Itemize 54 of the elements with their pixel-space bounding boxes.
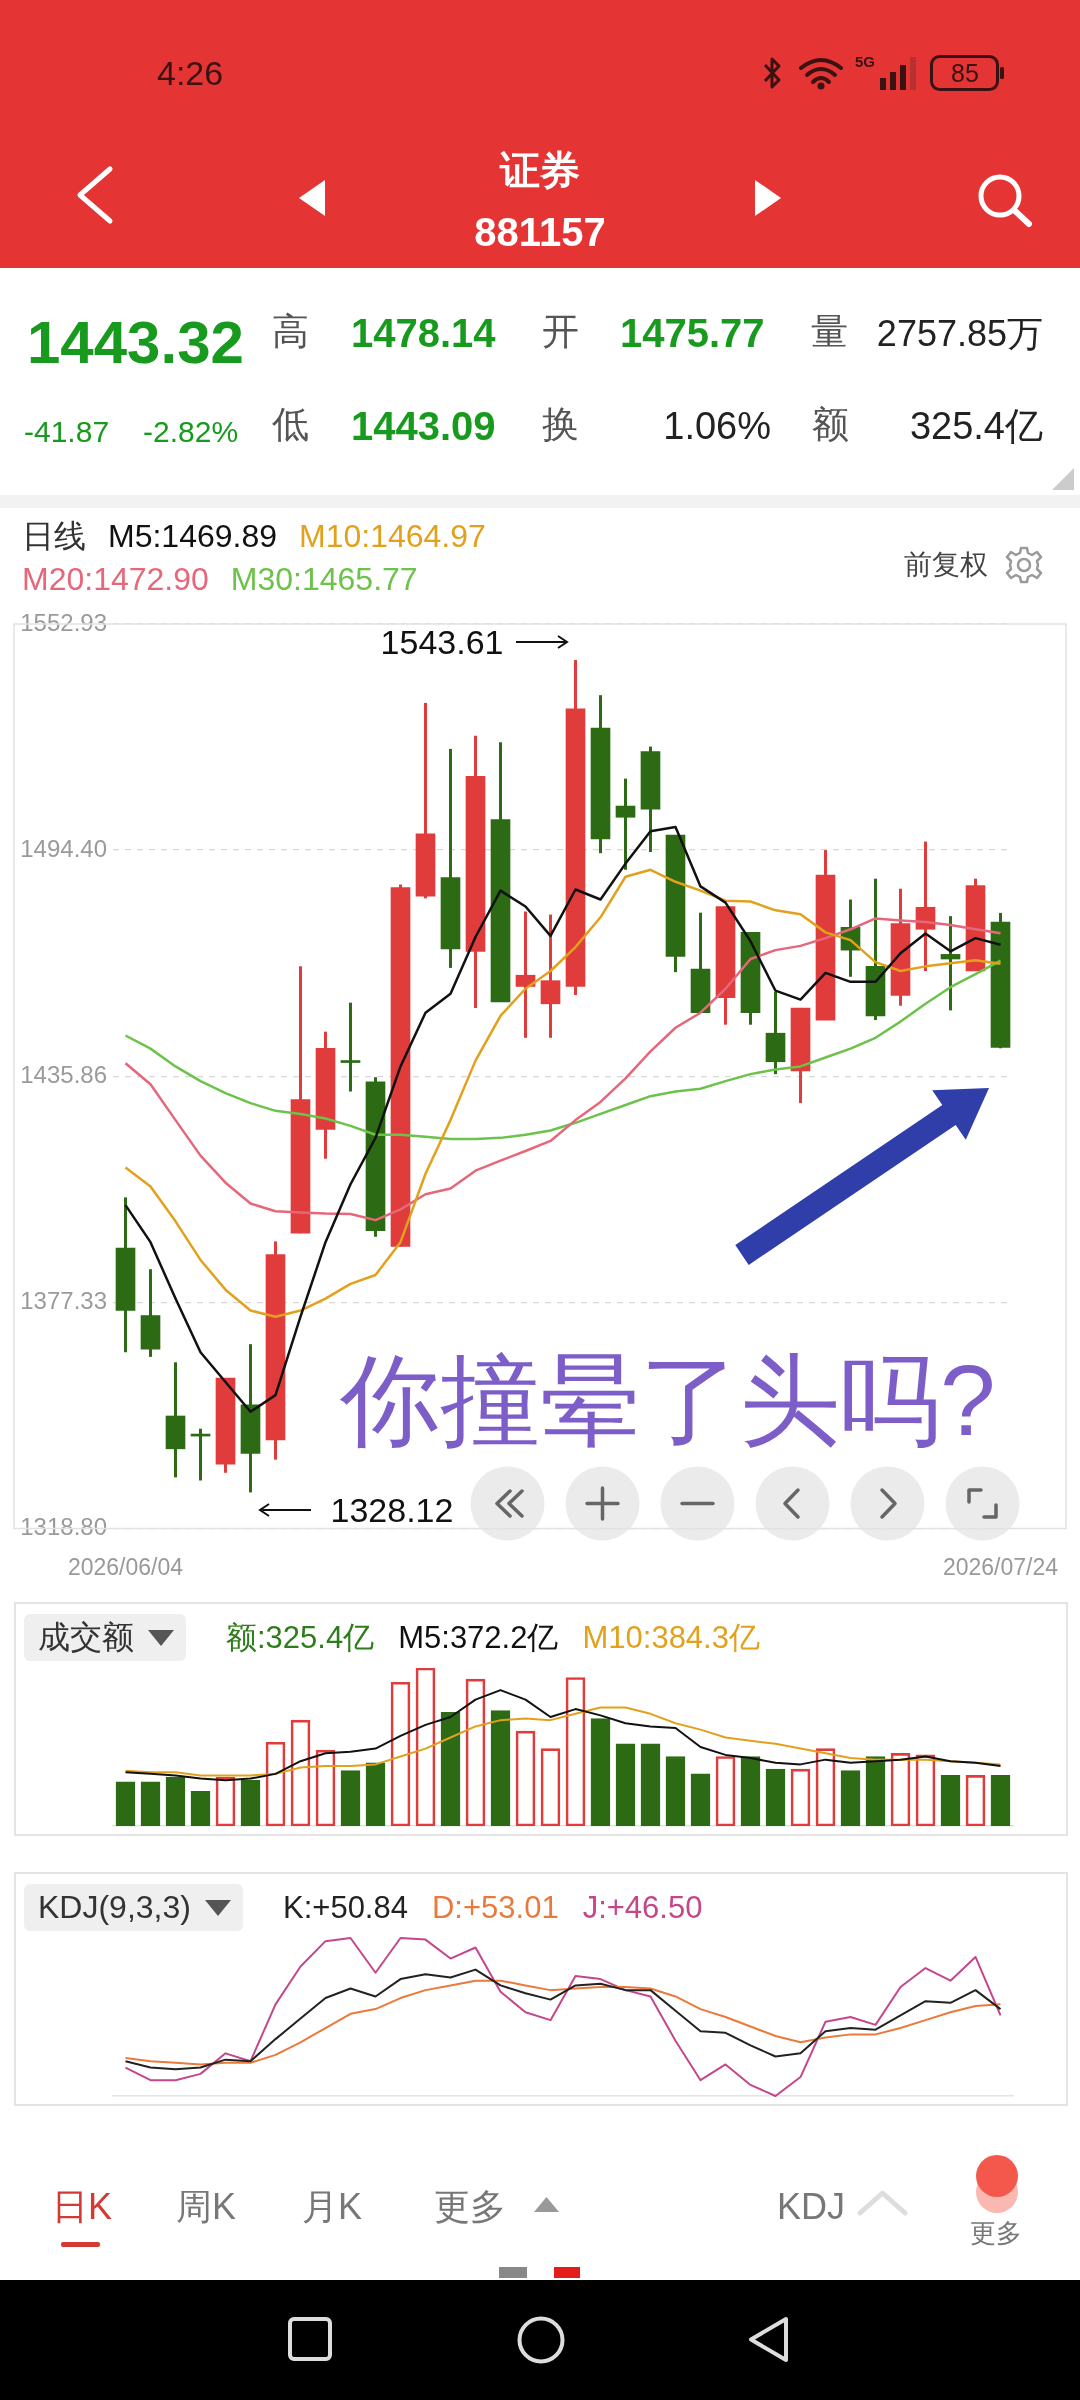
candlestick <box>540 914 561 1038</box>
y-tick-label: 1318.80 <box>20 1513 107 1541</box>
text: 5G <box>855 53 876 71</box>
y-tick-label: 1494.40 <box>20 834 107 862</box>
text: 325.4亿 <box>909 404 1043 449</box>
series-label: M5:372.2亿 <box>398 1619 559 1656</box>
text: 月K <box>302 2184 363 2228</box>
text: 1475.77 <box>620 310 765 357</box>
text: -2.82% <box>143 414 239 450</box>
annotation: 你撞晕了头吗? <box>340 1343 996 1458</box>
text: M30:1465.77 <box>230 561 418 598</box>
y-tick-label: 1552.93 <box>20 608 107 636</box>
text: 1443.09 <box>351 403 496 450</box>
legend-title: 日线 <box>22 518 86 555</box>
text: 日K <box>52 2184 113 2228</box>
candlestick <box>340 1002 361 1092</box>
series-label: J:+46.50 <box>582 1889 703 1926</box>
text: 1478.14 <box>351 310 496 357</box>
legend-title: 成交额 <box>38 1617 134 1657</box>
text: 量 <box>811 310 848 354</box>
x-tick-label: 2026/07/24 <box>942 1553 1059 1580</box>
text: KDJ <box>777 2184 846 2228</box>
text: 低 <box>272 403 309 447</box>
text: 881157 <box>474 209 606 256</box>
x-tick-label: 2026/06/04 <box>67 1553 184 1580</box>
text: 1.06% <box>663 404 771 449</box>
text: M10:1464.97 <box>299 518 486 555</box>
candlestick <box>940 916 961 1011</box>
text: 4:26 <box>157 52 224 94</box>
text: M20:1472.90 <box>22 561 209 598</box>
text: 前复权 <box>904 548 988 582</box>
candlestick <box>615 778 636 870</box>
text: 更多 <box>970 2217 1022 2249</box>
series-label: M10:384.3亿 <box>582 1619 760 1656</box>
series-label: K:+50.84 <box>283 1889 408 1926</box>
text: 开 <box>542 310 579 354</box>
annotation: 1328.12 <box>330 1489 454 1531</box>
series-label: 额:325.4亿 <box>226 1619 375 1656</box>
text: M5:1469.89 <box>108 518 278 555</box>
text: 证券 <box>500 147 580 194</box>
text: -41.87 <box>24 414 110 450</box>
y-tick-label: 1377.33 <box>20 1286 107 1314</box>
annotation: 1543.61 <box>380 621 504 663</box>
text: 2757.85万 <box>876 311 1043 355</box>
text: 额 <box>812 403 849 447</box>
text: 1443.32 <box>27 308 244 378</box>
text: 周K <box>176 2184 237 2228</box>
text: 高 <box>272 310 309 354</box>
legend-title: KDJ(9,3,3) <box>38 1889 191 1926</box>
text: 更多 <box>434 2184 506 2228</box>
text: 换 <box>542 403 579 447</box>
text: 85 <box>951 58 979 88</box>
y-tick-label: 1435.86 <box>20 1060 107 1088</box>
text: D:+53.01 <box>431 1889 559 1926</box>
